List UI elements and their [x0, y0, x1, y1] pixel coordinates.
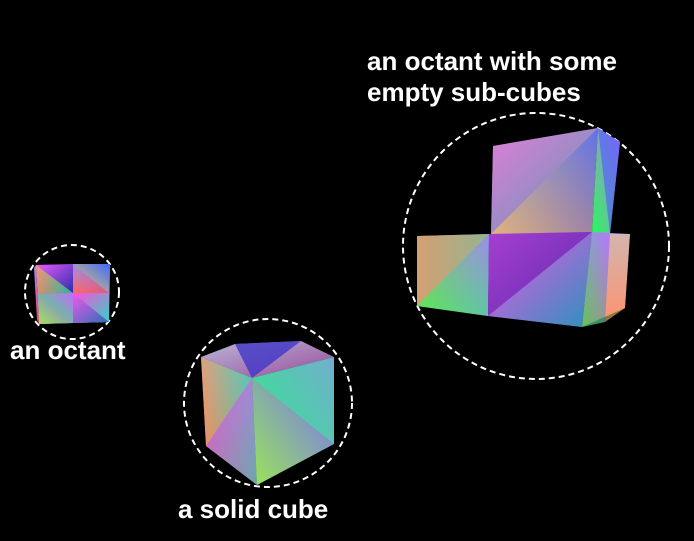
octant-empty-subcubes-label-line1: an octant with some — [367, 46, 617, 76]
solid-cube-outline-circle — [183, 318, 353, 488]
solid-cube-label: a solid cube — [178, 494, 329, 524]
solid-cube-object — [183, 318, 353, 488]
octant-outline-circle — [24, 244, 120, 340]
octant-empty-subcubes-label-line2: empty sub-cubes — [367, 77, 581, 107]
octant-cube — [34, 264, 110, 324]
octant-with-empty-subcubes-object — [402, 112, 670, 380]
octant-empty-outline-circle — [402, 112, 670, 380]
solid-cube — [201, 341, 334, 485]
octant-object — [24, 244, 120, 340]
octant-empty-subcubes-label: an octant with some empty sub-cubes — [367, 46, 617, 108]
octant-label: an octant — [10, 335, 126, 365]
octant-empty-subcubes — [417, 128, 630, 327]
